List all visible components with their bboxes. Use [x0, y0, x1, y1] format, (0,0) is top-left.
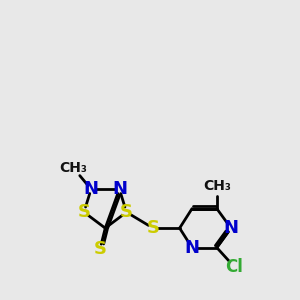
Text: S: S — [147, 219, 160, 237]
Text: S: S — [77, 203, 91, 221]
Text: S: S — [93, 240, 106, 258]
Text: S: S — [120, 203, 133, 221]
Text: CH₃: CH₃ — [203, 178, 231, 193]
Text: N: N — [224, 219, 238, 237]
Text: N: N — [84, 180, 99, 198]
Text: CH₃: CH₃ — [59, 161, 87, 175]
Text: N: N — [184, 238, 200, 256]
Text: N: N — [112, 180, 127, 198]
Text: Cl: Cl — [226, 258, 244, 276]
